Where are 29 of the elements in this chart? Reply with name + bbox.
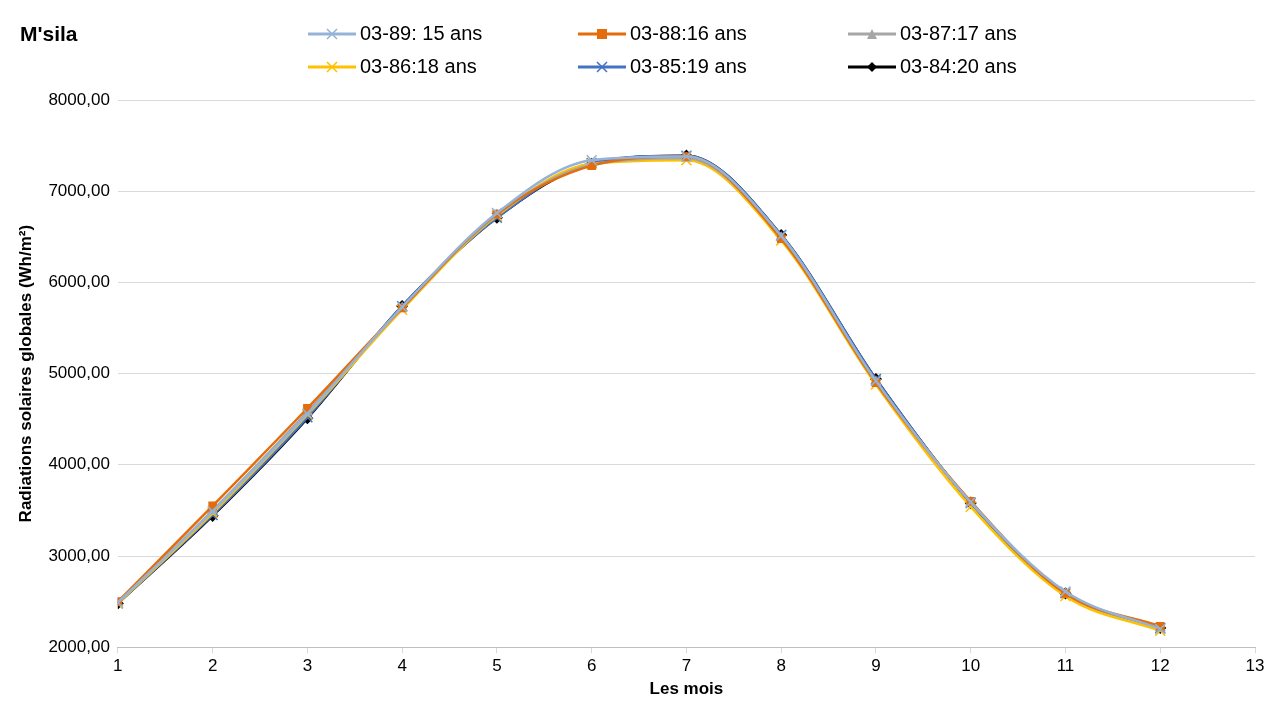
x-tick-label: 11 <box>1056 656 1075 676</box>
x-tick-label: 7 <box>681 656 692 676</box>
x-tick-label: 9 <box>871 656 881 676</box>
x-axis-title: Les mois <box>649 679 724 699</box>
y-tick-label: 2000,00 <box>48 636 110 656</box>
y-tick-label: 5000,00 <box>48 363 110 383</box>
x-tick-label: 6 <box>586 656 597 676</box>
x-tick-label: 1 <box>113 656 123 676</box>
x-tick-label: 10 <box>961 656 981 676</box>
x-tick-label: 2 <box>207 656 218 676</box>
x-tick-label: 5 <box>492 656 502 676</box>
legend-label: 03-85:19 ans <box>630 55 747 78</box>
legend-label: 03-87:17 ans <box>900 22 1017 45</box>
x-tick-label: 13 <box>1245 656 1265 676</box>
y-tick-label: 8000,00 <box>48 89 110 109</box>
chart-title: M'sila <box>20 22 78 46</box>
y-tick-label: 3000,00 <box>48 545 110 565</box>
legend-label: 03-84:20 ans <box>900 55 1017 78</box>
y-axis-title: Radiations solaires globales (Wh/m²) <box>15 224 35 523</box>
y-tick-label: 4000,00 <box>48 454 110 474</box>
legend-label: 03-86:18 ans <box>360 55 477 78</box>
legend-label: 03-89: 15 ans <box>360 22 483 45</box>
x-tick-label: 8 <box>776 656 786 676</box>
y-tick-label: 6000,00 <box>48 272 110 292</box>
x-tick-label: 12 <box>1150 656 1170 676</box>
x-tick-label: 4 <box>397 656 407 676</box>
x-tick-label: 3 <box>302 656 313 676</box>
y-tick-label: 7000,00 <box>48 180 110 200</box>
legend-label: 03-88:16 ans <box>630 22 747 45</box>
